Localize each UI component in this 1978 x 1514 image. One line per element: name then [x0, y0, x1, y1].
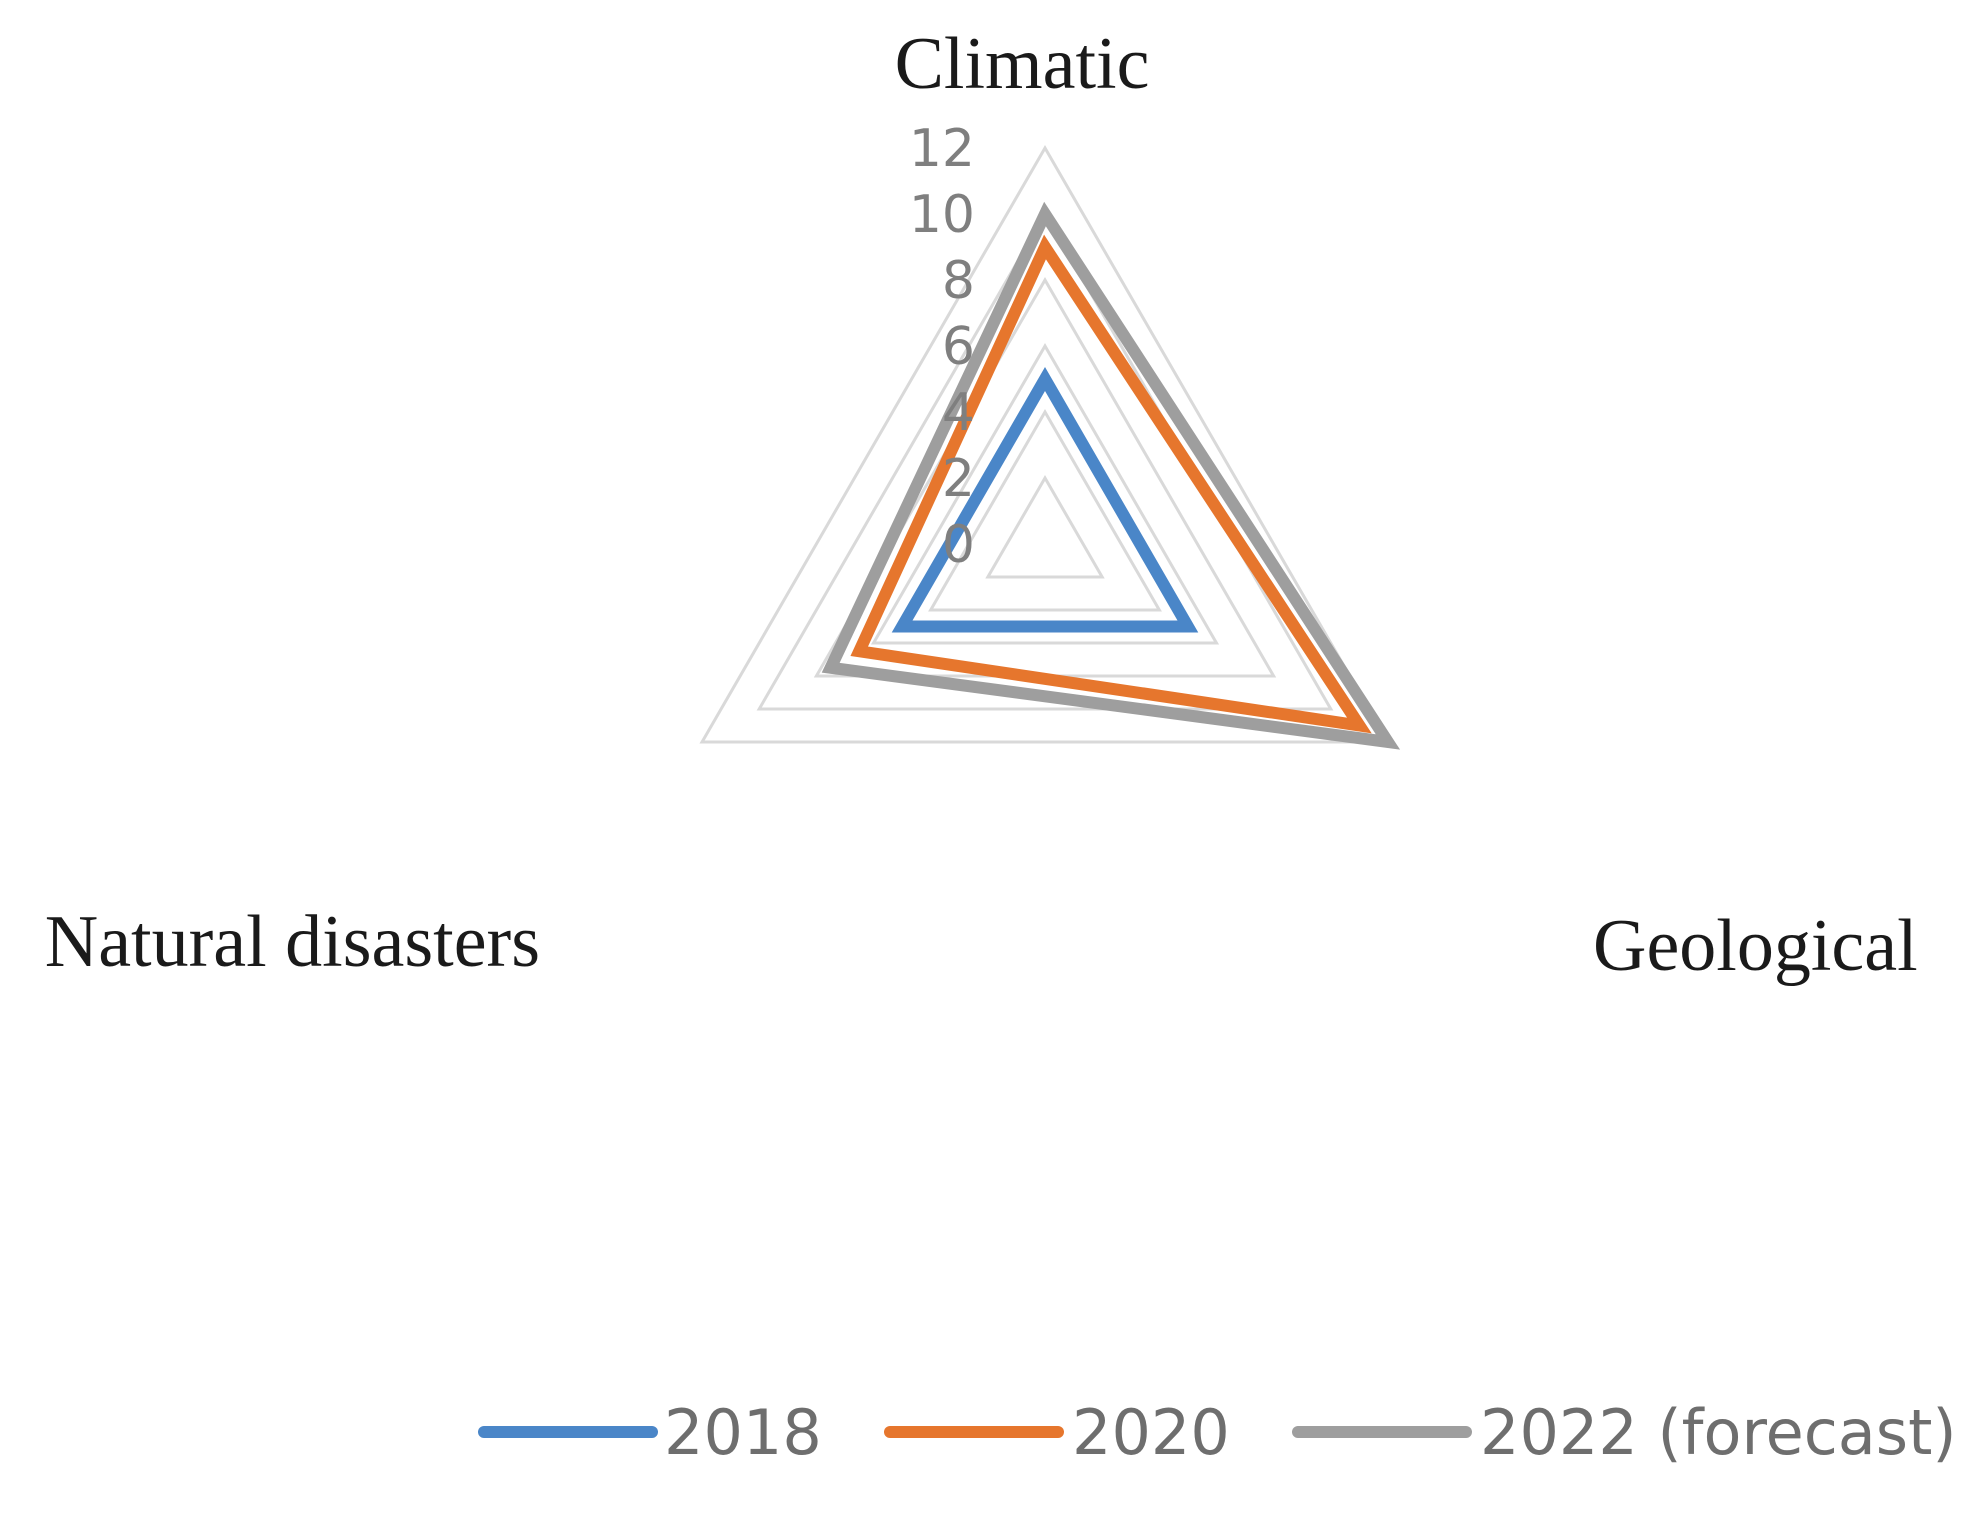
tick-label-0: 0 [942, 515, 975, 575]
grid-ring-6 [870, 342, 1220, 645]
category-labels: Climatic Geological Natural disasters [45, 23, 1918, 987]
tick-label-10: 10 [909, 185, 975, 245]
series-line-2020 [850, 234, 1372, 734]
grid-ring-4 [928, 408, 1162, 612]
legend: 2018 2020 2022 (forecast) [478, 1396, 1957, 1469]
grid-ring-2 [985, 475, 1105, 579]
category-label-geological: Geological [1593, 905, 1918, 987]
radar-series [821, 201, 1401, 750]
category-label-natural-disasters: Natural disasters [45, 901, 540, 983]
tick-label-2: 2 [942, 449, 975, 509]
category-label-climatic: Climatic [895, 23, 1150, 105]
legend-label-2020: 2020 [1072, 1396, 1230, 1469]
tick-label-6: 6 [942, 317, 975, 377]
tick-label-12: 12 [909, 119, 975, 179]
series-line-2018 [891, 366, 1199, 633]
tick-label-8: 8 [942, 251, 975, 311]
tick-label-4: 4 [942, 383, 975, 443]
legend-label-2022-forecast: 2022 (forecast) [1480, 1396, 1957, 1469]
legend-label-2018: 2018 [664, 1396, 822, 1469]
series-line-2022-forecast [821, 201, 1401, 750]
grid-ring-12 [699, 144, 1391, 744]
